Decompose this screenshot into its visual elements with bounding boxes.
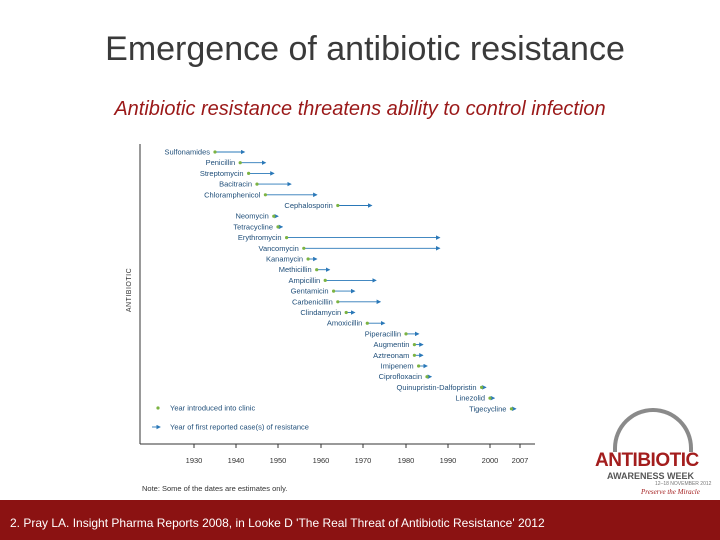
antibiotic-label: Kanamycin [266,255,303,264]
footer-citation: 2. Pray LA. Insight Pharma Reports 2008,… [10,516,545,530]
logo-ring-icon [613,408,693,452]
introduced-marker [285,236,289,240]
x-tick-label: 1990 [440,456,457,465]
introduced-marker [365,321,369,325]
x-tick-label: 1960 [313,456,330,465]
logo-word: ANTIBIOTIC [595,450,699,471]
x-tick-label: 1980 [398,456,415,465]
antibiotic-label: Chloramphenicol [204,190,261,199]
antibiotic-label: Sulfonamides [165,148,211,157]
slide-subtitle: Antibiotic resistance threatens ability … [114,98,606,120]
introduced-marker [302,246,306,250]
introduced-marker [276,225,280,229]
antibiotic-label: Imipenem [381,362,414,371]
antibiotic-label: Clindamycin [300,308,341,317]
introduced-marker [344,310,348,315]
introduced-marker [315,268,319,272]
antibiotic-label: Ciprofloxacin [379,372,422,381]
introduced-marker [213,150,217,154]
introduced-marker [509,407,514,411]
introduced-marker [417,364,421,368]
introduced-marker [272,214,276,218]
introduced-marker [263,193,267,197]
introduced-marker [336,203,340,208]
introduced-marker [247,171,251,175]
logo-tagline: Preserve the Miracle [641,488,700,496]
introduced-marker [323,278,327,282]
antibiotic-awareness-week-logo: ANTIBIOTIC AWARENESS WEEK 12–18 NOVEMBER… [585,408,715,498]
antibiotic-label: Tetracycline [233,222,273,231]
introduced-marker [404,332,408,336]
antibiotic-label: Amoxicillin [327,319,362,328]
antibiotic-label: Cephalosporin [284,201,332,210]
slide-title: Emergence of antibiotic resistance [105,30,625,68]
footer-bar: 2. Pray LA. Insight Pharma Reports 2008,… [0,500,720,540]
antibiotic-label: Neomycin [235,212,268,221]
antibiotic-label: Quinupristin-Dalfopristin [397,383,477,392]
legend-introduced-icon [156,406,160,410]
antibiotic-label: Augmentin [374,340,410,349]
x-tick-label: 1970 [355,456,372,465]
logo-subtitle: AWARENESS WEEK [607,471,695,481]
antibiotic-label: Erythromycin [238,233,282,242]
antibiotic-label: Linezolid [455,394,485,403]
introduced-marker [412,353,416,357]
x-tick-label: 2000 [482,456,499,465]
antibiotic-resistance-timeline-chart: ANTIBIOTIC 1930 1940 1950 1960 1970 1980 1990 20… [126,144,535,493]
introduced-marker [480,385,484,389]
x-tick-label: 1950 [270,456,287,465]
antibiotic-label: Piperacillin [365,329,401,338]
introduced-marker [332,289,336,293]
introduced-marker [255,182,259,186]
introduced-marker [306,257,310,261]
antibiotic-label: Carbenicillin [292,297,333,306]
antibiotic-label: Gentamicin [291,287,329,296]
introduced-marker [488,396,492,400]
introduced-marker [425,375,429,379]
legend-resistance-label: Year of first reported case(s) of resist… [170,423,309,432]
introduced-marker [336,300,340,304]
x-tick-label: 2007 [512,456,529,465]
legend-introduced-label: Year introduced into clinic [170,404,255,413]
x-tick-label: 1930 [186,456,203,465]
antibiotic-label: Tigecycline [469,404,506,413]
antibiotic-label: Aztreonam [373,351,409,360]
antibiotic-label: Vancomycin [259,244,299,253]
introduced-marker [412,343,416,347]
y-axis-label: ANTIBIOTIC [126,268,133,312]
antibiotic-label: Penicillin [206,158,236,167]
x-tick-label: 1940 [228,456,245,465]
chart-note: Note: Some of the dates are estimates on… [142,484,287,493]
antibiotic-label: Methicillin [279,265,312,274]
logo-date: 12–18 NOVEMBER 2012 [655,481,712,487]
antibiotic-label: Streptomycin [200,169,244,178]
introduced-marker [238,161,242,165]
antibiotic-label: Bacitracin [219,180,252,189]
antibiotic-label: Ampicillin [289,276,321,285]
